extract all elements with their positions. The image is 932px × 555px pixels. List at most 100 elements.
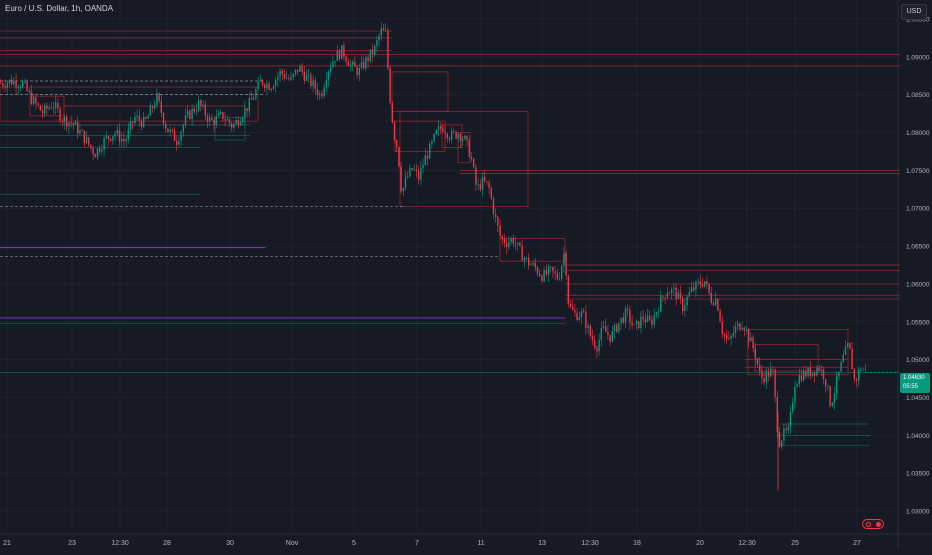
candle-body [376,40,378,47]
candle-body [6,83,8,88]
candle [508,235,510,251]
candle-body [433,133,435,142]
candle [666,286,668,299]
candle [545,264,547,277]
candle [411,167,413,171]
candle-body [448,138,451,140]
candle-body [180,131,182,141]
candle-body [61,120,63,122]
candle [321,90,323,100]
candle [651,315,653,329]
candle [653,308,655,329]
candle-body [378,35,380,41]
candle-body [281,70,283,74]
candle [391,101,393,124]
candle-body [136,115,138,117]
candle-body [455,131,457,139]
candle-body [0,83,2,85]
candle [334,60,336,68]
candle [204,100,206,121]
candle-body [33,97,35,104]
candle-body [242,118,244,123]
candle [492,196,495,220]
candle-body [145,116,147,119]
candle-body [422,165,424,168]
candle-body [290,76,292,80]
candle-body [101,149,103,152]
candle-body [651,319,653,325]
candle [202,100,204,109]
candle-body [116,129,118,134]
candle-body [611,330,613,342]
replay-toggle-icon[interactable] [862,519,884,529]
candle [585,305,587,335]
candle-body [613,324,616,331]
candle [800,368,803,383]
candle [708,283,710,296]
candle [664,297,666,305]
candle [13,76,15,86]
candle-body [765,371,767,383]
candle [437,120,440,136]
candle-body [277,76,279,80]
candle [818,364,820,374]
candle-body [660,296,662,312]
candle-body [341,45,343,59]
candle [521,239,523,261]
candle-body [640,316,642,329]
candle-body [719,310,721,322]
candle-body [347,61,349,67]
candle [444,125,446,139]
candle [763,372,765,386]
candle [103,135,105,157]
candle-body [783,428,785,441]
candle-body [266,83,268,89]
candle-body [88,137,90,145]
x-tick-label: 12:30 [111,540,129,547]
candle-body [349,64,352,67]
candle [332,55,334,69]
candle [840,360,842,373]
candle [611,326,613,343]
candle-body [396,139,398,147]
x-tick-label: 18 [633,540,641,547]
candle-body [308,74,310,76]
candle [778,427,781,448]
candle-body [666,293,668,298]
candle-body [380,28,382,36]
candle-body [334,60,336,62]
candle [0,79,2,85]
candle-body [609,334,611,342]
candle [624,305,627,329]
candle [789,405,792,435]
candle-body [567,275,569,304]
candle-body [756,358,759,365]
candle [94,153,96,158]
candle-body [554,271,556,273]
currency-button[interactable]: USD [901,4,927,20]
candle [189,109,191,120]
candle [635,319,638,331]
candle [272,83,275,90]
candle [741,321,743,331]
candle [347,58,349,67]
candle [618,322,620,335]
candle-body [701,284,704,287]
candle [787,422,789,435]
candle [235,116,237,125]
candle [600,321,602,347]
y-tick-label: 1.03500 [906,471,930,478]
candle-body [600,327,602,340]
candle-body [154,105,156,109]
candle [77,116,79,139]
candle-body [563,253,565,266]
candle [792,397,794,414]
candle [358,63,360,82]
candle [134,111,136,126]
x-tick-label: 5 [352,540,356,547]
candle [156,88,158,109]
candle [127,122,129,144]
candle-body [646,315,649,323]
